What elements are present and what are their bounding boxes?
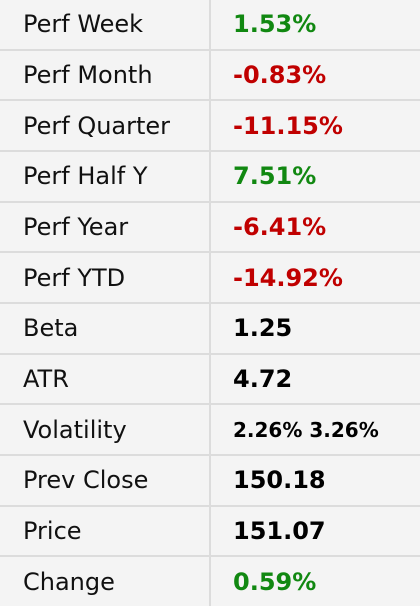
- stat-label: Perf Week: [0, 0, 211, 51]
- stat-value: 1.53%: [210, 0, 420, 51]
- stat-label: Perf Quarter: [0, 100, 211, 152]
- stat-label: Change: [0, 556, 211, 606]
- stat-label: Perf Month: [0, 49, 211, 102]
- stat-label: Perf Half Y: [0, 150, 211, 203]
- stat-row-prev-close: Prev Close 150.18: [0, 454, 420, 507]
- stat-value: 2.26% 3.26%: [210, 404, 420, 456]
- stat-value: -0.83%: [210, 49, 420, 102]
- stat-label: Perf YTD: [0, 252, 211, 304]
- stat-row-perf-month: Perf Month -0.83%: [0, 49, 420, 102]
- stat-row-beta: Beta 1.25: [0, 302, 420, 355]
- stat-value: 150.18: [210, 454, 420, 507]
- stat-value: 0.59%: [233, 567, 317, 596]
- stat-row-perf-ytd: Perf YTD -14.92%: [0, 252, 420, 304]
- stat-row-change: Change 0.59%: [0, 556, 420, 606]
- stat-label: Price: [0, 505, 211, 558]
- stat-value: 151.07: [210, 505, 420, 558]
- stat-label: ATR: [0, 353, 211, 406]
- stat-row-perf-year: Perf Year -6.41%: [0, 201, 420, 254]
- stat-row-price: Price 151.07: [0, 505, 420, 558]
- stat-value: 1.25: [210, 302, 420, 355]
- stat-label: Prev Close: [0, 454, 211, 507]
- stat-row-perf-quarter: Perf Quarter -11.15%: [0, 100, 420, 152]
- stat-value: -11.15%: [210, 100, 420, 152]
- stat-row-atr: ATR 4.72: [0, 353, 420, 406]
- stat-value: 4.72: [210, 353, 420, 406]
- stat-row-perf-week: Perf Week 1.53%: [0, 0, 420, 51]
- stat-value: -6.41%: [210, 201, 420, 254]
- stat-label: Perf Year: [0, 201, 211, 254]
- stat-row-volatility: Volatility 2.26% 3.26%: [0, 404, 420, 456]
- stat-row-perf-half-y: Perf Half Y 7.51%: [0, 150, 420, 203]
- stat-value: 7.51%: [210, 150, 420, 203]
- stat-value: -14.92%: [210, 252, 420, 304]
- stat-label: Beta: [0, 302, 211, 355]
- stat-label: Volatility: [0, 404, 211, 456]
